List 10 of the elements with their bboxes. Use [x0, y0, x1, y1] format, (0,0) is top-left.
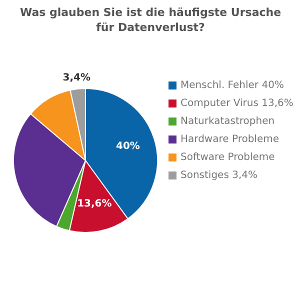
data-label: 13,6%: [77, 198, 112, 210]
data-label: 40%: [116, 141, 140, 152]
legend-label: Computer Virus 13,6%: [180, 98, 294, 109]
legend-label: Software Probleme: [180, 152, 275, 163]
legend-label: Menschl. Fehler 40%: [180, 80, 284, 91]
legend-label: Naturkatastrophen: [180, 116, 275, 127]
chart-title: Was glauben Sie ist die häufigste Ursache für Datenverlust?: [20, 6, 282, 34]
legend-label: Sonstiges 3,4%: [180, 170, 258, 181]
legend-label: Hardware Probleme: [180, 134, 279, 145]
data-label: 3,4%: [62, 72, 91, 84]
